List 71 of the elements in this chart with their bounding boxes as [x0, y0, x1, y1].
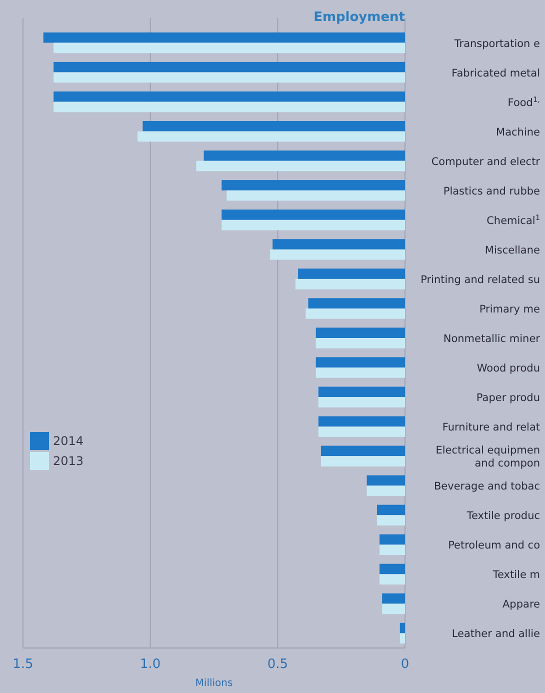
legend-label: 2013	[53, 454, 84, 468]
bar	[270, 249, 405, 260]
bar	[54, 62, 405, 72]
y-tick-label: Plastics and rubbe	[443, 185, 540, 198]
bar	[380, 534, 405, 545]
x-tick-label: 0	[400, 657, 410, 672]
y-tick-label: Miscellane	[484, 244, 540, 256]
bar	[318, 416, 405, 427]
bar	[316, 357, 405, 368]
bar	[380, 564, 405, 574]
bar	[222, 180, 405, 190]
bar	[316, 338, 405, 348]
bar	[54, 91, 405, 102]
bar	[318, 397, 405, 408]
y-tick-label: Furniture and relat	[442, 422, 540, 434]
y-tick-label: Wood produ	[476, 362, 540, 375]
x-axis-title: Millions	[195, 678, 233, 689]
bar	[320, 446, 405, 456]
y-tick-label: Chemical$^{1}$	[486, 212, 540, 227]
bar	[54, 102, 405, 112]
bar	[295, 278, 405, 290]
y-tick-label: Paper produ	[476, 392, 540, 404]
x-tick-label: 0.5	[267, 657, 288, 672]
bar	[376, 504, 405, 516]
bar	[380, 574, 405, 585]
bar	[316, 368, 405, 378]
x-tick-label: 1.5	[12, 657, 34, 672]
y-tick-label: Beverage and tobac	[434, 480, 540, 493]
bar	[380, 544, 405, 555]
bar	[142, 121, 405, 132]
bar	[320, 456, 405, 466]
bar	[308, 298, 405, 308]
y-tick-label: Computer and electr	[431, 156, 541, 168]
bar	[382, 593, 405, 604]
y-tick-label: Textile m	[492, 569, 540, 582]
bar	[376, 515, 405, 526]
y-tick-label: Nonmetallic miner	[443, 333, 541, 345]
bar	[366, 486, 405, 496]
bar	[318, 386, 405, 398]
bar	[400, 633, 405, 644]
y-tick-label: Printing and related su	[420, 274, 540, 286]
y-tick-label: Electrical equipmen and compon	[436, 444, 540, 470]
bar	[382, 604, 405, 614]
bar	[316, 328, 405, 338]
y-tick-label: Textile produc	[466, 510, 540, 522]
bar	[54, 72, 405, 83]
y-tick-label: Leather and allie	[452, 628, 540, 640]
y-tick-label: Fabricated metal	[452, 67, 540, 80]
bar	[318, 426, 405, 437]
y-tick-label: Appare	[502, 598, 540, 611]
y-tick-label: Transportation e	[453, 38, 540, 50]
bar	[366, 475, 405, 486]
bar	[43, 32, 405, 43]
bar	[272, 239, 405, 250]
bar	[226, 190, 405, 201]
bar	[138, 131, 405, 142]
y-tick-label: Machine	[496, 126, 540, 138]
bar	[222, 210, 405, 220]
bar	[196, 160, 405, 172]
y-tick-label: Food$^{1,}$	[508, 94, 540, 109]
bar	[204, 150, 405, 161]
chart-title: Employment	[314, 10, 405, 25]
bar	[54, 42, 405, 54]
bar	[298, 268, 405, 279]
bar	[306, 308, 405, 319]
legend-label: 2014	[53, 434, 84, 448]
x-tick-label: 1.0	[140, 657, 161, 672]
bar	[222, 220, 405, 230]
y-tick-label: Primary me	[479, 303, 540, 316]
bar	[400, 622, 405, 634]
y-tick-label: Petroleum and co	[448, 540, 540, 552]
